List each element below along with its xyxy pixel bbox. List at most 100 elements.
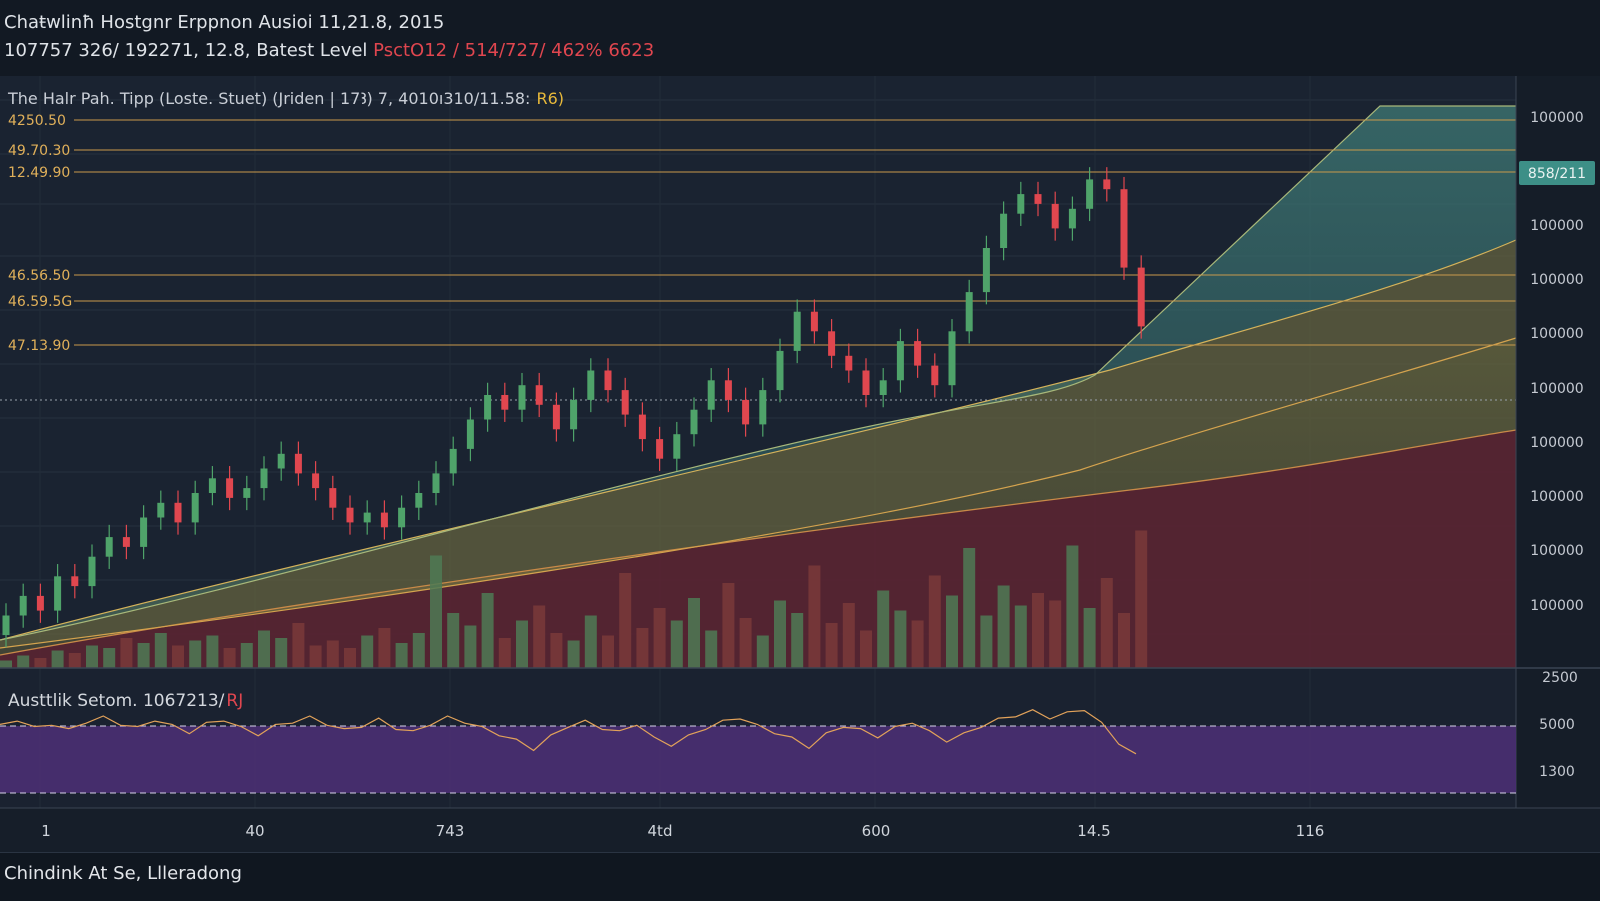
candle-body [501,395,509,410]
candle-body [277,453,285,469]
volume-bar [0,660,12,668]
volume-bar [894,610,907,668]
price-chart[interactable]: 4250.50 49.70.30 12.49.90 46.56.50 46.59.5G 4… [0,0,1600,852]
x-tick-label: 116 [1296,822,1325,840]
candle-body [88,556,96,587]
oscillator-label: Austtlik Setom. 1067213/RJ [8,691,243,711]
candle-body [329,488,337,508]
candle-body [1068,208,1076,229]
volume-bar [447,613,460,668]
candle-body [707,380,715,410]
volume-bar [1118,613,1130,668]
candle-body [828,331,836,356]
volume-bar [34,658,47,668]
candle-body [724,380,732,400]
volume-bar [619,573,632,668]
oscillator-label-text: Austtlik Setom. 1067213/ [8,691,225,711]
candle-body [862,370,870,395]
candle-body [965,292,973,332]
volume-bar [326,640,339,668]
candle-body [742,399,750,425]
volume-bar [361,635,374,668]
x-tick-label: 1 [41,822,51,840]
volume-bar [154,633,167,668]
candle-body [570,399,578,430]
candle-body [312,473,320,489]
candle-body [535,385,543,405]
candle-body [931,365,939,386]
price-panel-label-highlight: R6) [536,89,564,108]
volume-bar [275,638,288,668]
candle-body [294,453,302,474]
volume-bars [0,530,1148,668]
candle-body [380,512,388,528]
volume-bar [240,643,253,668]
volume-bar [1066,545,1079,668]
volume-bar [51,650,64,668]
oscillator-label-highlight: RJ [226,691,243,711]
candle-body [466,419,474,449]
volume-bar [997,585,1010,668]
candle-body [793,311,801,351]
candle-body [191,493,199,523]
candle-body [690,409,698,435]
level-label: 46.56.50 [8,268,70,284]
volume-bar [602,635,614,668]
candle-body [948,331,956,386]
x-axis: 1 40 743 4td 600 14.5 116 [41,822,1324,840]
volume-bar [137,643,150,668]
candle-body [174,502,182,523]
volume-bar [412,633,425,668]
volume-bar [911,620,924,668]
volume-bar [791,613,804,668]
volume-bar [739,618,752,668]
candle-body [449,448,457,474]
volume-bar [258,630,270,668]
volume-bar [223,648,236,668]
candle-body [140,517,148,547]
candle-body [1017,194,1025,214]
candle-body [226,478,234,498]
volume-bar [1100,578,1113,668]
candle-body [105,537,113,557]
volume-bar [774,600,786,668]
candle-body [879,380,887,395]
oscillator-y-tick-0: 5000 [1539,717,1575,733]
candle-body [208,478,216,493]
candle-body [484,395,492,420]
volume-bar [756,635,769,668]
y-axis: 100000 100000 100000 100000 100000 100000 1000… [1530,110,1583,614]
candle-body [398,507,406,528]
candle-body [346,507,354,523]
candle-body [1000,213,1008,248]
candle-body [363,512,371,523]
price-panel-label-text: The Halr Pah. Tipp (Loste. Stuet) (Jride… [7,89,530,108]
price-badge: 858/211 [1528,166,1586,182]
volume-bar [567,640,580,668]
y-tick-label: 100000 [1530,543,1583,559]
volume-bar [584,615,597,668]
candle-body [1103,179,1111,190]
candle-body [656,439,664,459]
chart-title: Chaŧwlinħ Hostgnr Erppnon Ausioi 11,21.8… [4,12,445,33]
y-tick-label: 100000 [1530,435,1583,451]
volume-bar [430,555,442,668]
cloud-edge-line [0,105,1516,641]
volume-bar [550,633,563,668]
ma-slow-line [0,429,1517,656]
volume-bar [481,593,494,668]
candle-body [243,488,251,498]
ma-mid-line [0,337,1517,649]
volume-bar [670,620,683,668]
level-label: 4250.50 [8,113,66,129]
band-cloud [0,106,1516,640]
volume-bar [860,630,872,668]
volume-bar [189,640,202,668]
candle-body [896,341,904,381]
oscillator-top-cut-label: 2500 [1542,670,1578,686]
y-tick-label: 100000 [1530,110,1583,126]
volume-bar [1014,605,1027,668]
price-panel-label: The Halr Pah. Tipp (Loste. Stuet) (Jride… [7,89,564,108]
time-axis-background [0,808,1600,852]
candle-body [638,414,646,440]
